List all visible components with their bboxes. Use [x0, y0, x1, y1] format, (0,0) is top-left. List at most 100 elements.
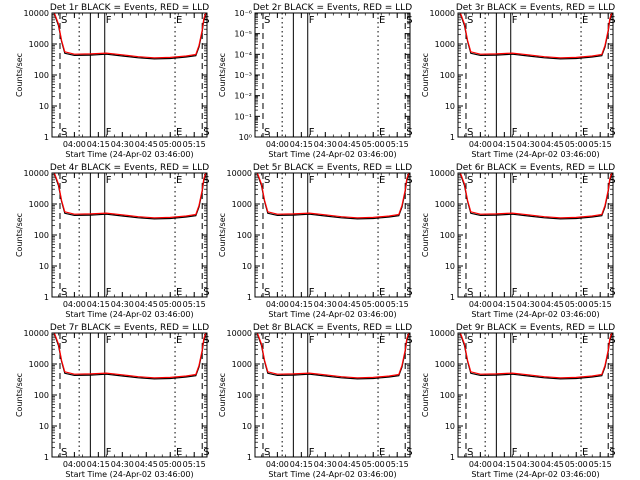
marker-label-bottom: S [609, 447, 615, 458]
x-tick-label: 05:15 [386, 140, 409, 149]
marker-label-top: S [264, 15, 270, 26]
marker-label-top: S [406, 335, 412, 346]
marker-label-top: S [203, 175, 209, 186]
x-axis-label: Start Time (24-Apr-02 03:46:00) [471, 150, 599, 159]
plot-frame [51, 172, 208, 298]
x-tick-label: 05:15 [386, 460, 409, 469]
x-tick-label: 05:00 [362, 460, 385, 469]
y-tick-label: 1000 [29, 200, 49, 209]
x-tick-label: 04:15 [290, 300, 313, 309]
y-tick-label: 10000 [227, 329, 252, 338]
marker-label-bottom: F [106, 127, 112, 138]
y-tick-label: 1000 [435, 40, 455, 49]
marker-label-bottom: E [379, 127, 385, 138]
marker-label-bottom: E [379, 287, 385, 298]
lld-rate-line [459, 173, 613, 219]
events-rate-line [53, 13, 207, 60]
panel-title: Det 2r BLACK = Events, RED = LLD [253, 3, 412, 13]
x-tick-label: 04:00 [469, 140, 492, 149]
plot-frame [254, 172, 411, 298]
y-tick-label: 100 [34, 231, 49, 240]
x-axis-label: Start Time (24-Apr-02 03:46:00) [268, 150, 396, 159]
lld-rate-line [459, 13, 613, 59]
x-axis-label: Start Time (24-Apr-02 03:46:00) [268, 310, 396, 319]
y-tick-label: 1 [450, 453, 455, 462]
marker-label-top: F [512, 15, 518, 26]
lld-rate-line [256, 333, 410, 379]
x-tick-label: 05:00 [159, 140, 182, 149]
marker-label-top: S [467, 15, 473, 26]
marker-label-bottom: E [176, 127, 182, 138]
x-tick-label: 05:15 [589, 460, 612, 469]
x-tick-label: 05:15 [183, 140, 206, 149]
x-tick-label: 04:45 [135, 300, 158, 309]
x-tick-label: 05:00 [159, 460, 182, 469]
marker-label-bottom: E [176, 287, 182, 298]
marker-label-top: F [512, 175, 518, 186]
y-axis-label: Counts/sec [15, 53, 24, 97]
events-rate-line [459, 13, 613, 60]
y-axis-label: Counts/sec [218, 213, 227, 257]
y-tick-label: 10000 [430, 329, 455, 338]
x-tick-label: 04:45 [338, 140, 361, 149]
marker-label-bottom: F [309, 287, 315, 298]
y-tick-label: 10000 [227, 169, 252, 178]
x-tick-label: 04:15 [87, 300, 110, 309]
y-tick-label: 1 [44, 453, 49, 462]
marker-label-bottom: S [264, 447, 270, 458]
panel-title: Det 4r BLACK = Events, RED = LLD [50, 163, 209, 173]
panel-title: Det 9r BLACK = Events, RED = LLD [456, 323, 615, 333]
lld-rate-line [53, 173, 207, 219]
marker-label-top: S [609, 175, 615, 186]
x-axis-label: Start Time (24-Apr-02 03:46:00) [65, 470, 193, 479]
marker-label-top: S [467, 335, 473, 346]
x-tick-label: 04:30 [517, 140, 540, 149]
x-tick-label: 04:30 [517, 300, 540, 309]
x-axis-label: Start Time (24-Apr-02 03:46:00) [65, 150, 193, 159]
y-tick-label: 10⁻² [234, 92, 252, 101]
events-rate-line [256, 333, 410, 380]
detector-panel: Det 4r BLACK = Events, RED = LLD 1 10 100 10… [15, 163, 210, 319]
x-tick-label: 04:00 [266, 300, 289, 309]
detector-panel: Det 5r BLACK = Events, RED = LLD 1 10 100 10… [218, 163, 413, 319]
x-tick-label: 05:15 [589, 300, 612, 309]
marker-label-bottom: F [309, 447, 315, 458]
x-tick-label: 05:00 [362, 140, 385, 149]
y-tick-label: 10⁻⁵ [234, 30, 252, 39]
marker-label-bottom: S [203, 447, 209, 458]
y-tick-label: 10 [39, 422, 49, 431]
y-tick-label: 10000 [24, 329, 49, 338]
lld-rate-line [53, 13, 207, 59]
panel-title: Det 6r BLACK = Events, RED = LLD [456, 163, 615, 173]
marker-label-bottom: E [176, 447, 182, 458]
events-rate-line [459, 333, 613, 380]
plot-frame [254, 332, 411, 458]
marker-label-bottom: S [609, 127, 615, 138]
x-tick-label: 05:15 [589, 140, 612, 149]
marker-label-top: E [176, 175, 182, 186]
y-tick-label: 10 [242, 262, 252, 271]
y-tick-label: 1 [44, 133, 49, 142]
y-tick-label: 10000 [24, 169, 49, 178]
detector-panel: Det 2r BLACK = Events, RED = LLD 10⁰ 10⁻¹ 1… [218, 3, 413, 159]
marker-label-bottom: S [406, 287, 412, 298]
marker-label-top: S [203, 15, 209, 26]
marker-label-bottom: S [203, 287, 209, 298]
detector-panel: Det 7r BLACK = Events, RED = LLD 1 10 100 10… [15, 323, 210, 479]
detector-panel: Det 3r BLACK = Events, RED = LLD 1 10 100 10… [421, 3, 616, 159]
x-tick-label: 04:15 [493, 460, 516, 469]
marker-label-bottom: S [406, 447, 412, 458]
marker-label-top: E [582, 335, 588, 346]
y-tick-label: 10 [445, 422, 455, 431]
panel-title: Det 7r BLACK = Events, RED = LLD [50, 323, 209, 333]
marker-label-bottom: E [379, 447, 385, 458]
marker-label-bottom: S [61, 127, 67, 138]
marker-label-top: F [309, 15, 315, 26]
x-tick-label: 05:00 [565, 300, 588, 309]
plot-frame [254, 12, 411, 138]
marker-label-bottom: S [467, 447, 473, 458]
y-axis-label: Counts/sec [218, 373, 227, 417]
marker-label-bottom: S [61, 287, 67, 298]
marker-label-bottom: E [582, 447, 588, 458]
marker-label-top: F [512, 335, 518, 346]
